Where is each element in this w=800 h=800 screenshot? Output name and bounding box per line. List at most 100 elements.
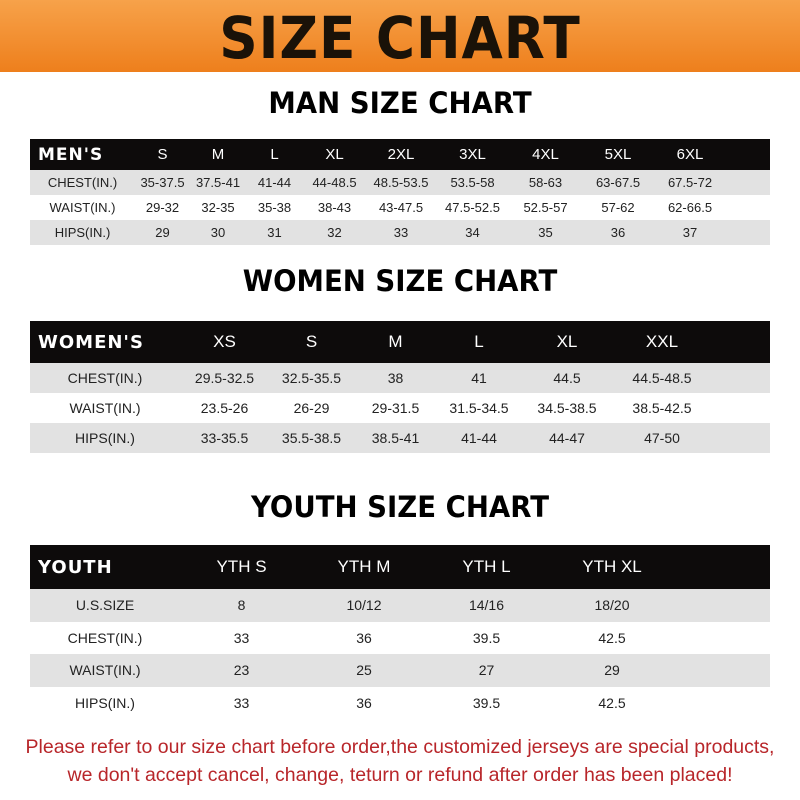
measurement-cell: 38-43: [317, 200, 352, 215]
measurement-cell: 33: [233, 694, 250, 711]
table-row: CHEST(IN.) 33 36 39.5 42.5: [30, 622, 770, 655]
measurement-cell: 38: [354, 363, 437, 393]
spacer-cell: [676, 687, 770, 720]
row-label: CHEST(IN.): [30, 363, 180, 393]
men-size-table: MEN'S S M L XL 2XL 3XL 4XL 5XL 6XL CHEST(IN.) 35-37…: [30, 139, 770, 245]
measurement-cell: 23.5-26: [200, 400, 249, 416]
header-label: MEN'S: [30, 139, 135, 170]
size-header: YTH M: [303, 545, 425, 589]
size-header: YTH XL: [548, 545, 676, 589]
header-row: MEN'S S M L XL 2XL 3XL 4XL 5XL 6XL: [30, 139, 770, 170]
size-header: XXL: [613, 321, 711, 363]
measurement-cell: 10/12: [303, 589, 425, 622]
table-row: CHEST(IN.) 29.5-32.5 32.5-35.5 38 41 44.5 44.5…: [30, 363, 770, 393]
row-label: WAIST(IN.): [69, 400, 141, 416]
size-header: YTH L: [425, 545, 548, 589]
header-label: YOUTH: [30, 545, 180, 589]
measurement-cell: 14/16: [425, 589, 548, 622]
spacer-cell: [676, 622, 770, 655]
size-header: XL: [303, 139, 366, 170]
table-row: CHEST(IN.) 35-37.5 37.5-41 41-44 44-48.5 48.5…: [30, 170, 770, 195]
spacer-cell: [711, 423, 770, 453]
size-header: 6XL: [654, 139, 726, 170]
row-label: CHEST(IN.): [30, 170, 135, 195]
measurement-cell: 8: [180, 589, 303, 622]
measurement-cell: 18/20: [548, 589, 676, 622]
spacer-cell: [711, 363, 770, 393]
measurement-cell: 35-38: [257, 200, 292, 215]
size-header: XS: [180, 321, 269, 363]
women-size-table: WOMEN'S XS S M L XL XXL CHEST(IN.) 29.5-32.5 32.5…: [30, 321, 770, 453]
notice-line-2: we don't accept cancel, change, teturn o…: [67, 764, 733, 786]
measurement-cell: 41-44: [246, 170, 303, 195]
header-spacer: [676, 545, 770, 589]
measurement-cell: 63-67.5: [582, 170, 654, 195]
table-row: WAIST(IN.) 29-32 32-35 35-38 38-43 43-47.5 47.…: [30, 195, 770, 220]
measurement-cell: 29: [548, 654, 676, 687]
women-section-title: WOMEN SIZE CHART: [242, 264, 558, 298]
size-header: M: [354, 321, 437, 363]
measurement-cell: 32-35: [201, 200, 235, 215]
table-row: U.S.SIZE 8 10/12 14/16 18/20: [30, 589, 770, 622]
table-row: WAIST(IN.) 23 25 27 29: [30, 654, 770, 687]
measurement-cell: 57-62: [601, 200, 635, 215]
measurement-cell: 35.5-38.5: [269, 423, 354, 453]
spacer-cell: [726, 220, 770, 245]
size-header: 2XL: [366, 139, 436, 170]
measurement-cell: 33-35.5: [180, 423, 269, 453]
measurement-cell: 44.5-48.5: [613, 363, 711, 393]
measurement-cell: 32: [303, 220, 366, 245]
measurement-cell: 34.5-38.5: [537, 400, 597, 416]
row-label: CHEST(IN.): [67, 629, 143, 646]
row-label: HIPS(IN.): [30, 423, 180, 453]
measurement-cell: 37: [654, 220, 726, 245]
size-header: 4XL: [509, 139, 582, 170]
youth-section-title: YOUTH SIZE CHART: [250, 490, 550, 524]
size-header: 3XL: [436, 139, 509, 170]
table-row: WAIST(IN.) 23.5-26 26-29 29-31.5 31.5-34.5 34…: [30, 393, 770, 423]
measurement-cell: 44.5: [521, 363, 613, 393]
size-header: XL: [521, 321, 613, 363]
measurement-cell: 36: [356, 629, 372, 646]
row-label: HIPS(IN.): [30, 220, 135, 245]
spacer-cell: [711, 393, 770, 423]
size-header: L: [437, 321, 521, 363]
spacer-cell: [676, 589, 770, 622]
size-header: L: [246, 139, 303, 170]
spacer-cell: [726, 170, 770, 195]
size-header: M: [190, 139, 246, 170]
measurement-cell: 67.5-72: [654, 170, 726, 195]
size-header: S: [269, 321, 354, 363]
measurement-cell: 43-47.5: [378, 200, 424, 215]
page-title: SIZE CHART: [219, 4, 581, 72]
measurement-cell: 53.5-58: [436, 170, 509, 195]
measurement-cell: 33: [366, 220, 436, 245]
measurement-cell: 36: [582, 220, 654, 245]
size-header: YTH S: [180, 545, 303, 589]
measurement-cell: 62-66.5: [667, 200, 713, 215]
measurement-cell: 39.5: [472, 629, 501, 646]
measurement-cell: 33: [233, 629, 250, 646]
measurement-cell: 27: [425, 654, 548, 687]
spacer-cell: [726, 195, 770, 220]
measurement-cell: 29-31.5: [371, 400, 420, 416]
measurement-cell: 42.5: [598, 629, 626, 646]
measurement-cell: 42.5: [598, 694, 626, 711]
measurement-cell: 29.5-32.5: [180, 363, 269, 393]
title-banner: SIZE CHART: [0, 0, 800, 72]
table-row: HIPS(IN.) 33-35.5 35.5-38.5 38.5-41 41-44 44-…: [30, 423, 770, 453]
measurement-cell: 41: [437, 363, 521, 393]
header-spacer: [711, 321, 770, 363]
measurement-cell: 37.5-41: [190, 170, 246, 195]
header-label: WOMEN'S: [30, 321, 180, 363]
measurement-cell: 39.5: [472, 694, 501, 711]
measurement-cell: 23: [180, 654, 303, 687]
measurement-cell: 36: [356, 694, 372, 711]
table-row: HIPS(IN.) 29 30 31 32 33 34 35 36 37: [30, 220, 770, 245]
spacer-cell: [676, 654, 770, 687]
row-label: HIPS(IN.): [75, 694, 135, 711]
measurement-cell: 44-47: [521, 423, 613, 453]
measurement-cell: 38.5-41: [354, 423, 437, 453]
measurement-cell: 52.5-57: [523, 200, 568, 215]
measurement-cell: 47-50: [613, 423, 711, 453]
